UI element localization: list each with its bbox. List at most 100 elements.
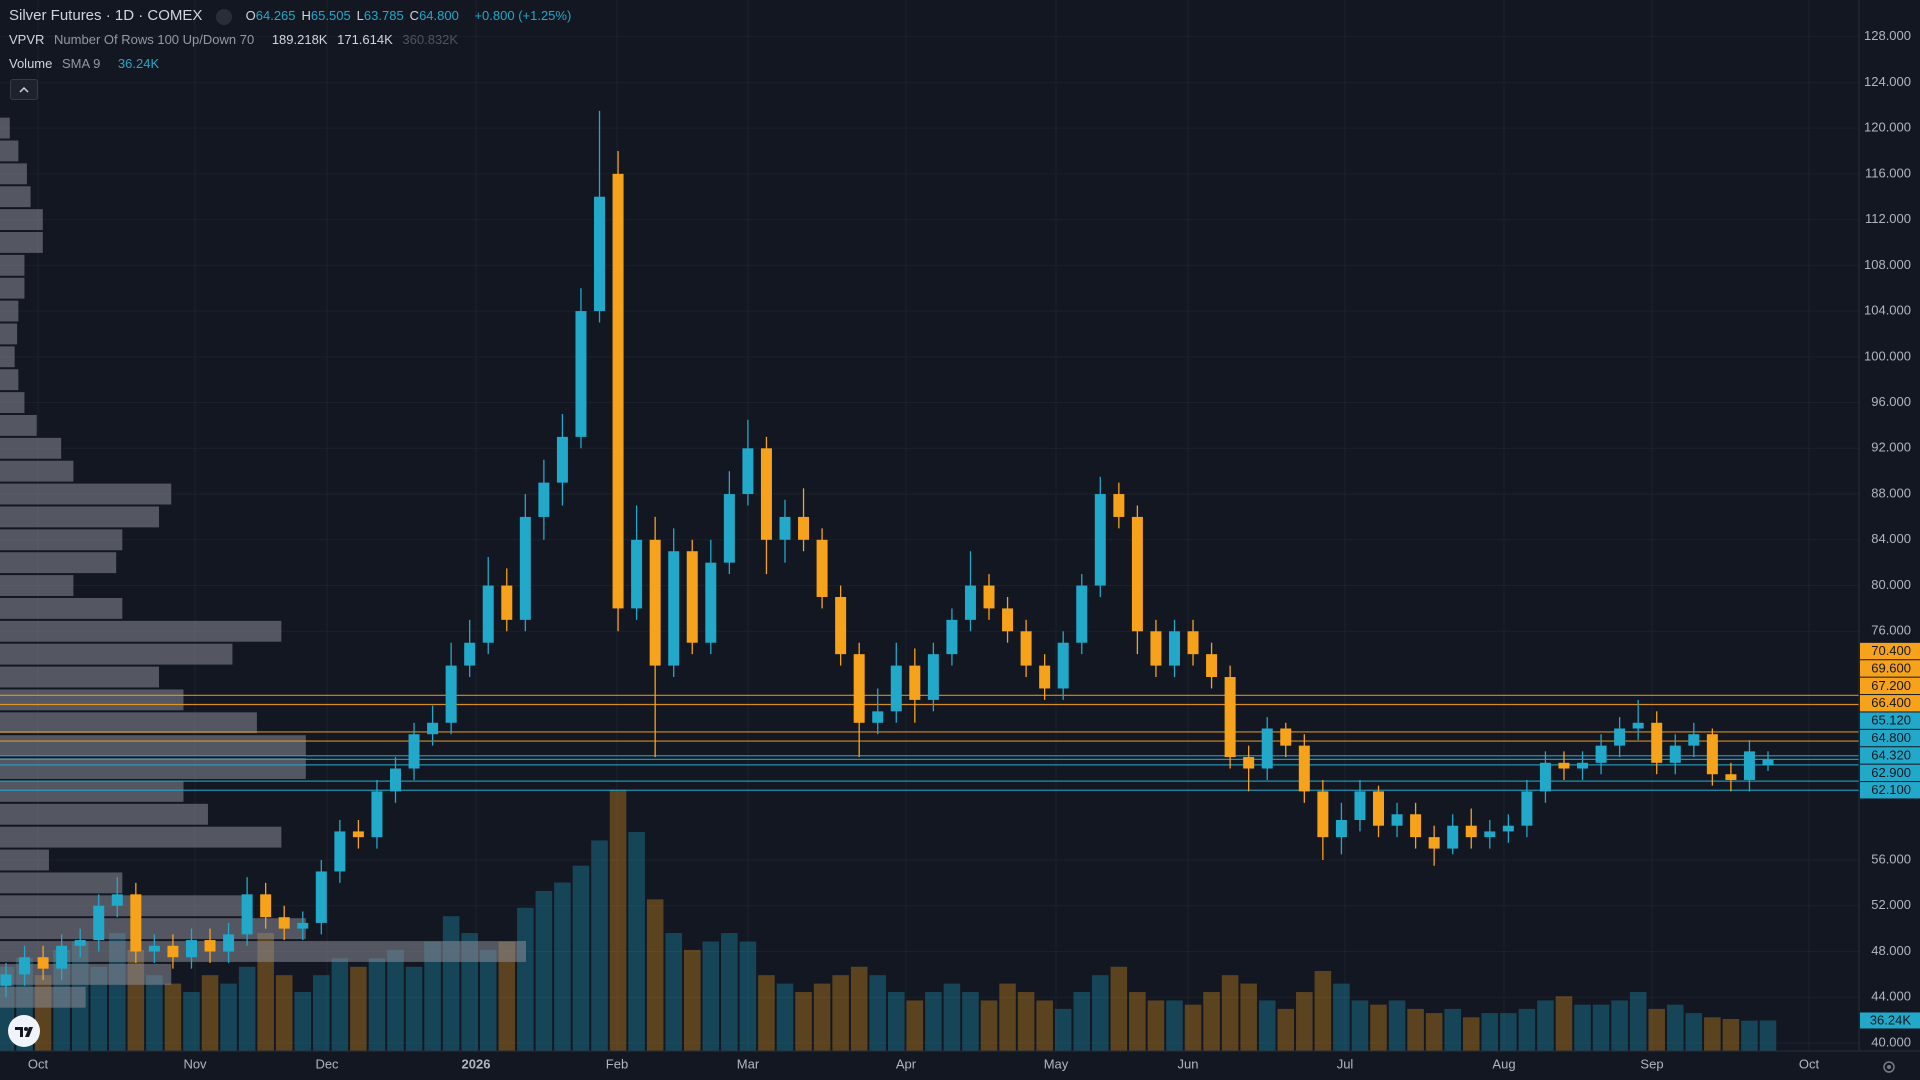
price-axis (1859, 0, 1920, 1080)
volume-bar (1092, 975, 1109, 1051)
x-tick-label: Apr (896, 1056, 917, 1071)
y-tick-label: 128.000 (1864, 28, 1911, 43)
volume-bar (1147, 1000, 1165, 1051)
volume-bar (1203, 992, 1220, 1051)
ohlc-value: 64.800 (419, 8, 459, 23)
volume-bar (1462, 1017, 1480, 1051)
x-tick-label: Nov (183, 1056, 207, 1071)
candle-body (427, 722, 439, 735)
volume-bar (1110, 966, 1128, 1051)
candle-body (1558, 762, 1570, 769)
gear-icon (1883, 1061, 1895, 1073)
ohlc-key: C (409, 8, 420, 23)
candle-body (111, 894, 123, 906)
volume-profile-row (0, 689, 184, 711)
candle-body (686, 551, 698, 643)
volume-bar (183, 992, 200, 1051)
candle-body (1688, 734, 1700, 746)
volume-bar (739, 941, 757, 1051)
candle-body (1094, 494, 1106, 586)
indicator-name[interactable]: Volume (9, 56, 53, 71)
candle-body (1614, 728, 1626, 746)
volume-bar (1184, 1004, 1202, 1051)
x-tick-label: Oct (28, 1056, 49, 1071)
ohlc-key: O (245, 8, 256, 23)
candle-body (1131, 516, 1143, 632)
indicator-params: SMA 9 (62, 56, 101, 71)
x-tick-label: 2026 (462, 1056, 491, 1071)
candle-body (1298, 745, 1310, 792)
candle-body (1261, 728, 1273, 769)
price-level-label: 66.400 (1871, 695, 1911, 710)
candle-body (278, 917, 290, 929)
change: +0.800 (+1.25%) (474, 8, 572, 23)
volume-bar (683, 949, 701, 1051)
collapse-legend-button[interactable] (10, 79, 38, 100)
volume-bar (313, 975, 330, 1051)
volume-bar (776, 983, 794, 1051)
y-tick-label: 92.000 (1871, 440, 1911, 455)
price-level-label: 64.320 (1871, 747, 1911, 762)
x-tick-label: Mar (737, 1056, 760, 1071)
volume-profile-row (0, 414, 37, 436)
volume-bar (90, 966, 108, 1051)
candle-body (1206, 654, 1218, 678)
volume-bar (980, 1000, 998, 1051)
chevron-icon (19, 86, 29, 93)
y-tick-label: 48.000 (1871, 943, 1911, 958)
price-level-label-bg (1860, 660, 1920, 677)
volume-profile-row (0, 597, 123, 619)
x-tick-label: Dec (315, 1056, 339, 1071)
volume-bar (405, 966, 423, 1051)
candle-body (297, 922, 309, 929)
candle-body (1002, 608, 1014, 632)
candle-body (1335, 819, 1347, 838)
volume-bar (220, 983, 237, 1051)
logo[interactable] (8, 1015, 40, 1047)
candle-body (1539, 762, 1551, 792)
candle-body (1428, 837, 1440, 849)
candle-body (445, 665, 457, 723)
volume-bar (442, 916, 460, 1051)
candle-body (223, 934, 235, 952)
volume-bar (962, 992, 979, 1051)
candle-body (946, 619, 958, 655)
volume-bar (1036, 1000, 1053, 1051)
volume-bar (1629, 992, 1647, 1051)
indicator-value: 189.218K (271, 32, 328, 47)
price-level-label: 62.100 (1871, 782, 1911, 797)
price-level-label-bg (1860, 747, 1920, 764)
volume-bar (294, 992, 312, 1051)
volume-bar (869, 975, 886, 1051)
candle-body (1354, 791, 1366, 820)
volume-legend: Volume SMA 9 36.24K (9, 56, 165, 71)
collapse-button[interactable] (216, 8, 232, 25)
candle-body (0, 974, 12, 986)
candle-body (631, 539, 643, 609)
volume-bar (813, 983, 831, 1051)
candle-body (927, 654, 939, 700)
candle-body (241, 894, 253, 935)
volume-bar (387, 949, 404, 1051)
volume-bar (1500, 1013, 1517, 1051)
candle-body (1168, 631, 1180, 666)
candle-body (649, 539, 661, 666)
volume-bar (999, 983, 1016, 1051)
volume-bar (665, 933, 682, 1051)
y-tick-label: 124.000 (1864, 74, 1911, 89)
ohlc-value: 64.265 (255, 8, 296, 23)
indicator-value: 360.832K (402, 32, 459, 47)
volume-bar (479, 949, 497, 1051)
volume-profile-row (0, 209, 43, 231)
candle-body (519, 516, 531, 620)
volume-bar (1685, 1013, 1703, 1051)
candle-body (1280, 728, 1292, 746)
volume-bar (164, 983, 182, 1051)
price-level-label-bg (1860, 677, 1920, 695)
price-level-label-bg (1860, 764, 1920, 782)
indicator-name[interactable]: VPVR (9, 32, 45, 47)
settings-button[interactable] (1880, 1058, 1898, 1076)
candle-body (1076, 585, 1088, 643)
x-tick-label: Oct (1799, 1056, 1820, 1071)
